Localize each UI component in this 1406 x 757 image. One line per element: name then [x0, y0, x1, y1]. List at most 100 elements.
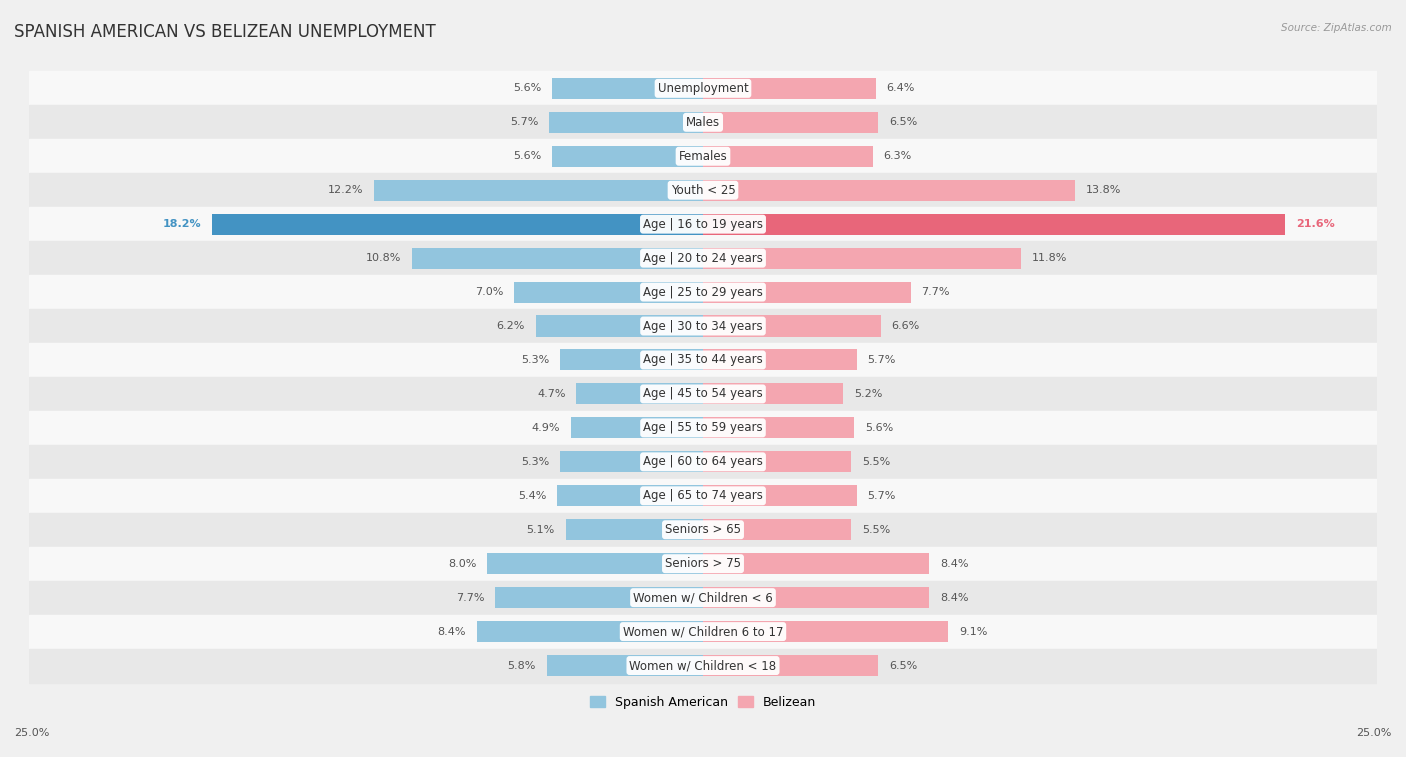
Bar — [703, 213, 1285, 235]
Text: 6.4%: 6.4% — [886, 83, 915, 93]
Text: Seniors > 75: Seniors > 75 — [665, 557, 741, 570]
Bar — [703, 248, 1021, 269]
Bar — [30, 343, 1376, 377]
Bar — [30, 615, 1376, 649]
Text: Age | 65 to 74 years: Age | 65 to 74 years — [643, 489, 763, 503]
Bar — [703, 655, 879, 676]
Text: 6.5%: 6.5% — [889, 661, 917, 671]
Bar — [374, 179, 703, 201]
Bar — [30, 445, 1376, 479]
Bar — [703, 112, 879, 132]
Text: 5.5%: 5.5% — [862, 525, 890, 534]
Bar — [703, 350, 856, 370]
Bar — [571, 417, 703, 438]
Bar — [30, 512, 1376, 547]
Bar — [703, 451, 851, 472]
Text: 25.0%: 25.0% — [14, 728, 49, 738]
Bar — [30, 139, 1376, 173]
Bar — [515, 282, 703, 303]
Text: 11.8%: 11.8% — [1032, 253, 1067, 263]
Text: 4.7%: 4.7% — [537, 389, 565, 399]
Text: Youth < 25: Youth < 25 — [671, 184, 735, 197]
Bar — [703, 282, 911, 303]
Text: Age | 60 to 64 years: Age | 60 to 64 years — [643, 455, 763, 469]
Bar — [703, 519, 851, 540]
Text: 5.6%: 5.6% — [513, 151, 541, 161]
Text: 8.4%: 8.4% — [941, 559, 969, 569]
Bar — [30, 581, 1376, 615]
Text: 8.4%: 8.4% — [437, 627, 465, 637]
Text: Age | 20 to 24 years: Age | 20 to 24 years — [643, 251, 763, 265]
Bar — [703, 587, 929, 608]
Bar — [703, 621, 948, 642]
Text: 5.6%: 5.6% — [865, 423, 893, 433]
Text: 5.1%: 5.1% — [526, 525, 555, 534]
Text: 9.1%: 9.1% — [959, 627, 987, 637]
Text: 5.2%: 5.2% — [853, 389, 883, 399]
Text: 4.9%: 4.9% — [531, 423, 560, 433]
Text: 18.2%: 18.2% — [163, 220, 201, 229]
Bar — [550, 112, 703, 132]
Bar — [30, 309, 1376, 343]
Text: 5.5%: 5.5% — [862, 456, 890, 467]
Bar — [30, 105, 1376, 139]
Text: Unemployment: Unemployment — [658, 82, 748, 95]
Text: 7.7%: 7.7% — [456, 593, 485, 603]
Text: 8.4%: 8.4% — [941, 593, 969, 603]
Bar — [412, 248, 703, 269]
Bar — [30, 207, 1376, 241]
Bar — [30, 411, 1376, 445]
Text: Age | 35 to 44 years: Age | 35 to 44 years — [643, 354, 763, 366]
Text: 8.0%: 8.0% — [449, 559, 477, 569]
Bar — [703, 78, 876, 99]
Bar — [30, 649, 1376, 683]
Bar — [553, 146, 703, 167]
Text: 6.6%: 6.6% — [891, 321, 920, 331]
Bar — [703, 146, 873, 167]
Legend: Spanish American, Belizean: Spanish American, Belizean — [585, 690, 821, 714]
Text: Age | 30 to 34 years: Age | 30 to 34 years — [643, 319, 763, 332]
Text: 5.7%: 5.7% — [868, 355, 896, 365]
Text: 5.7%: 5.7% — [868, 491, 896, 501]
Text: Age | 16 to 19 years: Age | 16 to 19 years — [643, 218, 763, 231]
Bar — [703, 316, 882, 337]
Text: Females: Females — [679, 150, 727, 163]
Text: 5.3%: 5.3% — [522, 456, 550, 467]
Text: Women w/ Children < 6: Women w/ Children < 6 — [633, 591, 773, 604]
Text: Seniors > 65: Seniors > 65 — [665, 523, 741, 536]
Bar — [30, 173, 1376, 207]
Bar — [703, 485, 856, 506]
Text: Age | 25 to 29 years: Age | 25 to 29 years — [643, 285, 763, 298]
Text: 5.8%: 5.8% — [508, 661, 536, 671]
Bar — [30, 71, 1376, 105]
Text: 5.4%: 5.4% — [519, 491, 547, 501]
Bar — [536, 316, 703, 337]
Bar — [30, 377, 1376, 411]
Bar — [565, 519, 703, 540]
Bar — [557, 485, 703, 506]
Text: Age | 45 to 54 years: Age | 45 to 54 years — [643, 388, 763, 400]
Bar — [212, 213, 703, 235]
Bar — [495, 587, 703, 608]
Bar — [703, 383, 844, 404]
Bar — [30, 479, 1376, 512]
Bar — [30, 275, 1376, 309]
Text: 21.6%: 21.6% — [1296, 220, 1334, 229]
Text: 6.2%: 6.2% — [496, 321, 524, 331]
Bar — [703, 179, 1076, 201]
Bar — [560, 350, 703, 370]
Bar — [547, 655, 703, 676]
Text: Age | 55 to 59 years: Age | 55 to 59 years — [643, 422, 763, 435]
Text: 5.6%: 5.6% — [513, 83, 541, 93]
Text: 13.8%: 13.8% — [1085, 185, 1121, 195]
Text: 10.8%: 10.8% — [366, 253, 401, 263]
Text: SPANISH AMERICAN VS BELIZEAN UNEMPLOYMENT: SPANISH AMERICAN VS BELIZEAN UNEMPLOYMEN… — [14, 23, 436, 41]
Text: Males: Males — [686, 116, 720, 129]
Bar — [560, 451, 703, 472]
Text: 6.5%: 6.5% — [889, 117, 917, 127]
Text: 7.7%: 7.7% — [921, 287, 950, 297]
Text: Women w/ Children 6 to 17: Women w/ Children 6 to 17 — [623, 625, 783, 638]
Text: 7.0%: 7.0% — [475, 287, 503, 297]
Bar — [576, 383, 703, 404]
Text: Women w/ Children < 18: Women w/ Children < 18 — [630, 659, 776, 672]
